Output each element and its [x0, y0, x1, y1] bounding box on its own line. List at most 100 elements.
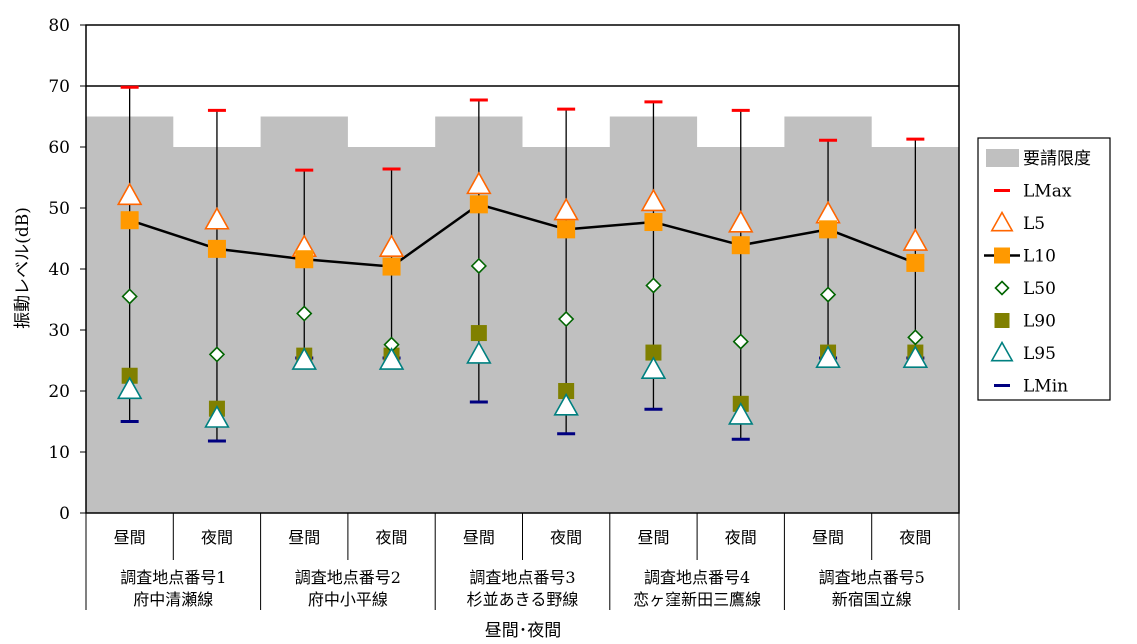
- group-label-line2: 府中小平線: [308, 590, 388, 609]
- l10-line: [304, 257, 392, 268]
- group-label-line1: 調査地点番号4: [644, 568, 750, 587]
- l5-mark: [727, 209, 754, 233]
- l10-mark: [120, 211, 139, 230]
- l95-mark: [727, 401, 754, 425]
- y-axis-title: 振動レベル(dB): [13, 207, 33, 329]
- x-tick-label: 昼間: [812, 528, 844, 547]
- l5-mark: [116, 182, 143, 206]
- x-tick-label: 夜間: [725, 528, 757, 547]
- l10-mark: [644, 213, 663, 232]
- l95-mark: [116, 376, 143, 400]
- y-tick-label: 80: [48, 16, 70, 36]
- l50-mark: [296, 305, 313, 322]
- l50-mark: [208, 346, 226, 363]
- l50-mark: [645, 277, 662, 294]
- l10-line: [478, 203, 567, 231]
- data-marks-layer: [116, 85, 929, 443]
- l5-mark: [378, 234, 405, 258]
- l50-mark: [907, 329, 924, 346]
- legend-swatch-l10: [994, 247, 1010, 264]
- l10-line: [740, 228, 829, 247]
- x-tick-label: 昼間: [463, 528, 495, 547]
- y-tick-label: 0: [59, 504, 70, 524]
- y-axis: 0 10 20 30 40 50 60 70 80: [48, 16, 86, 524]
- l10-line: [216, 247, 305, 261]
- l50-mark: [732, 333, 749, 350]
- l10-line: [653, 220, 742, 247]
- l10-line: [827, 228, 916, 265]
- l95-mark: [815, 345, 841, 369]
- l10-mark: [469, 195, 488, 214]
- y-tick-label: 40: [48, 260, 70, 280]
- group-label-line2: 恋ヶ窪新田三鷹線: [633, 590, 761, 609]
- l10-mark: [906, 253, 925, 272]
- l10-mark: [731, 236, 750, 255]
- legend-swatch-l5: [990, 210, 1014, 232]
- l50-mark: [819, 286, 837, 303]
- legend-label: L90: [1023, 312, 1056, 332]
- group-label-line1: 調査地点番号1: [120, 568, 226, 587]
- l5-mark: [466, 171, 492, 195]
- x-tick-label: 昼間: [637, 528, 669, 547]
- l10-line: [129, 219, 218, 251]
- x-tick-label: 昼間: [288, 528, 320, 547]
- l90-mark: [470, 325, 487, 342]
- l10-line: [566, 220, 654, 231]
- l5-mark: [902, 228, 929, 251]
- y-tick-label: 50: [48, 199, 70, 219]
- l95-mark: [291, 347, 318, 370]
- l95-mark: [553, 392, 579, 416]
- legend-swatch-l50: [994, 280, 1010, 296]
- legend-swatch-l95: [990, 340, 1014, 362]
- l50-mark: [121, 288, 138, 305]
- l90-mark: [121, 367, 138, 384]
- l10-mark: [557, 220, 576, 239]
- l10-mark: [207, 239, 226, 258]
- x-axis-title: 昼間･夜間: [485, 621, 562, 641]
- legend-label: LMax: [1023, 182, 1072, 202]
- legend-swatch-limit-area: [986, 149, 1019, 167]
- l5-mark: [553, 197, 579, 221]
- group-label-line2: 杉並あきる野線: [467, 590, 579, 609]
- legend-label: L95: [1023, 344, 1056, 364]
- x-tick-label: 昼間: [114, 528, 146, 547]
- l10-mark: [382, 257, 401, 276]
- l95-mark: [204, 405, 230, 428]
- legend-label: LMin: [1023, 377, 1068, 397]
- x-tick-label: 夜間: [899, 528, 931, 547]
- y-tick-label: 30: [48, 321, 70, 341]
- l95-mark: [640, 356, 667, 380]
- l5-mark: [204, 206, 230, 230]
- group-label-line1: 調査地点番号5: [819, 568, 925, 587]
- x-tick-label: 夜間: [201, 528, 233, 547]
- l95-mark: [902, 345, 929, 369]
- l10-mark: [819, 220, 838, 239]
- legend: 要請限度 LMax L5 L10 L50 L90 L95 LMin: [977, 137, 1111, 401]
- y-tick-label: 60: [48, 138, 70, 158]
- y-tick-label: 20: [48, 382, 70, 402]
- l5-mark: [640, 188, 667, 212]
- legend-label: L50: [1023, 279, 1056, 299]
- x-tick-label: 夜間: [550, 528, 582, 547]
- l50-mark: [558, 310, 575, 328]
- l90-mark: [558, 383, 575, 399]
- l95-mark: [378, 347, 405, 370]
- legend-label: L10: [1023, 247, 1056, 267]
- l10-mark: [295, 250, 314, 269]
- l50-mark: [470, 257, 487, 275]
- legend-label: 要請限度: [1023, 149, 1091, 169]
- y-tick-label: 70: [48, 77, 70, 97]
- x-tick-label: 夜間: [376, 528, 408, 547]
- group-label-line2: 府中清瀬線: [133, 590, 213, 609]
- legend-label: L5: [1023, 214, 1045, 234]
- group-label-line1: 調査地点番号2: [295, 568, 401, 587]
- group-label-line1: 調査地点番号3: [469, 568, 575, 587]
- group-label-line2: 新宿国立線: [832, 590, 912, 609]
- legend-swatch-l90: [994, 313, 1010, 328]
- l10-line: [390, 203, 480, 268]
- l95-mark: [466, 340, 492, 364]
- y-tick-label: 10: [48, 443, 70, 463]
- l90-mark: [645, 344, 662, 361]
